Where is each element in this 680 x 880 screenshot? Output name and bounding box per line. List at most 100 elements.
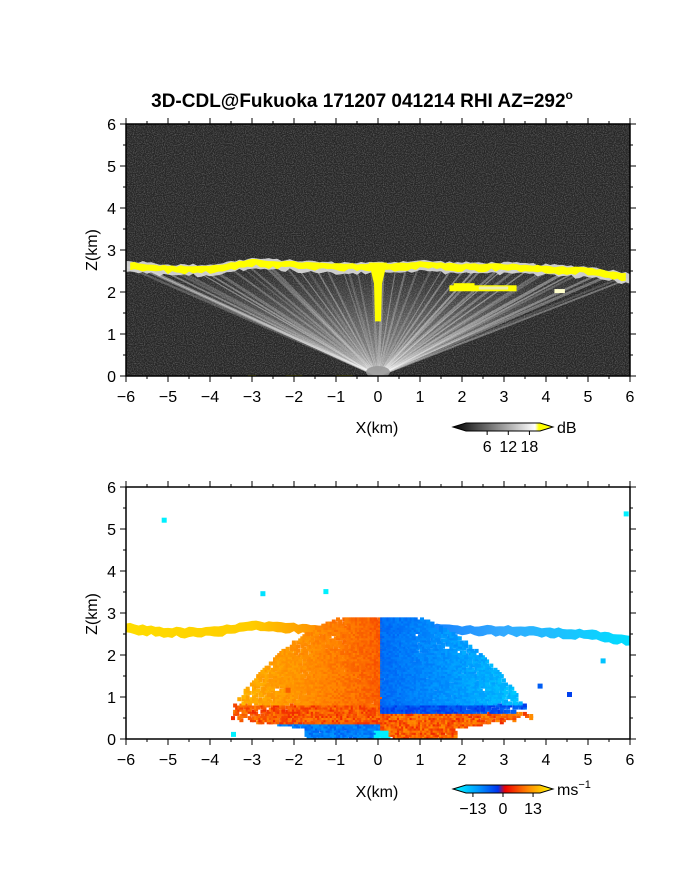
velocity-cell xyxy=(407,730,412,735)
velocity-cell xyxy=(302,680,307,685)
velocity-cell xyxy=(441,707,445,712)
velocity-cell xyxy=(283,648,288,653)
velocity-cell xyxy=(422,648,427,653)
velocity-cell xyxy=(294,720,298,725)
velocity-cell xyxy=(405,661,410,666)
velocity-cell xyxy=(386,661,391,666)
velocity-cell xyxy=(300,724,305,729)
velocity-cell xyxy=(367,640,372,645)
velocity-cell xyxy=(367,657,372,662)
velocity-cell xyxy=(363,676,368,681)
velocity-cell xyxy=(457,672,462,676)
velocity-cell xyxy=(365,690,370,695)
velocity-cell xyxy=(417,678,422,683)
velocity-cell xyxy=(449,667,454,672)
velocity-cell xyxy=(254,678,259,683)
velocity-cell xyxy=(348,653,353,658)
velocity-cell xyxy=(378,690,382,695)
velocity-cell xyxy=(327,663,332,668)
velocity-cell xyxy=(342,665,347,670)
velocity-cell xyxy=(422,672,427,676)
velocity-cell xyxy=(310,678,315,683)
velocity-cell xyxy=(371,728,376,733)
velocity-cell xyxy=(403,646,408,651)
velocity-cell xyxy=(426,632,431,637)
velocity-cell xyxy=(430,638,435,643)
velocity-cell xyxy=(336,690,340,695)
velocity-cell xyxy=(373,648,378,653)
velocity-cell xyxy=(411,690,416,695)
velocity-cell xyxy=(367,728,372,733)
velocity-cell xyxy=(312,714,317,718)
velocity-cell xyxy=(501,682,506,687)
velocity-cell xyxy=(279,676,284,681)
velocity-cell xyxy=(359,684,364,689)
velocity-cell xyxy=(390,669,395,674)
velocity-cell xyxy=(340,636,345,641)
velocity-cell xyxy=(394,697,399,702)
velocity-cell xyxy=(422,636,427,641)
velocity-cell xyxy=(392,676,397,681)
velocity-cell xyxy=(270,693,275,697)
velocity-cell xyxy=(315,690,319,695)
velocity-cell xyxy=(449,732,454,737)
velocity-cell xyxy=(312,680,317,685)
velocity-cell xyxy=(308,680,313,685)
velocity-cell xyxy=(273,716,277,721)
velocity-cell xyxy=(367,646,372,651)
velocity-cell xyxy=(378,630,382,634)
velocity-cell xyxy=(455,640,460,645)
velocity-cell xyxy=(268,695,273,700)
velocity-cell xyxy=(304,701,309,706)
velocity-cell xyxy=(310,686,315,691)
velocity-cell xyxy=(384,730,389,735)
velocity-cell xyxy=(384,732,389,737)
velocity-cell xyxy=(331,627,336,632)
velocity-cell xyxy=(352,732,357,737)
velocity-cell xyxy=(300,644,305,649)
velocity-cell xyxy=(403,701,408,706)
velocity-cell xyxy=(340,680,345,685)
velocity-cell xyxy=(321,669,326,674)
velocity-cell xyxy=(342,718,347,723)
velocity-cell xyxy=(480,672,485,676)
velocity-cell xyxy=(333,730,338,735)
velocity-cell xyxy=(466,720,471,725)
velocity-cell xyxy=(359,732,364,737)
velocity-cell xyxy=(382,651,387,655)
velocity-cell xyxy=(260,716,265,721)
velocity-cell xyxy=(336,667,340,672)
velocity-cell xyxy=(495,697,500,702)
velocity-cell xyxy=(483,699,487,704)
velocity-cell xyxy=(392,711,397,716)
velocity-cell xyxy=(378,627,382,632)
velocity-cell xyxy=(409,724,414,729)
velocity-cell xyxy=(380,630,385,634)
velocity-cell xyxy=(386,623,391,628)
velocity-cell xyxy=(409,726,414,731)
velocity-cell xyxy=(321,653,326,658)
velocity-cell xyxy=(430,657,435,662)
velocity-cell xyxy=(417,705,422,710)
velocity-cell xyxy=(342,716,347,721)
velocity-cell xyxy=(354,648,359,653)
velocity-cell xyxy=(354,722,359,727)
velocity-cell xyxy=(445,655,450,660)
velocity-cell xyxy=(422,686,427,691)
velocity-cell xyxy=(294,690,298,695)
velocity-cell xyxy=(306,720,311,725)
velocity-cell xyxy=(417,701,422,706)
velocity-cell xyxy=(399,682,403,687)
velocity-cell xyxy=(434,678,439,683)
velocity-cell xyxy=(487,705,492,710)
velocity-cell xyxy=(436,667,441,672)
velocity-cell xyxy=(462,695,466,700)
velocity-cell xyxy=(420,686,424,691)
velocity-cell xyxy=(375,640,380,645)
velocity-cell xyxy=(409,653,414,658)
velocity-cell xyxy=(459,720,464,725)
velocity-cell xyxy=(415,646,420,651)
velocity-cell xyxy=(378,674,382,679)
velocity-cell xyxy=(275,678,280,683)
velocity-cell xyxy=(308,716,313,721)
